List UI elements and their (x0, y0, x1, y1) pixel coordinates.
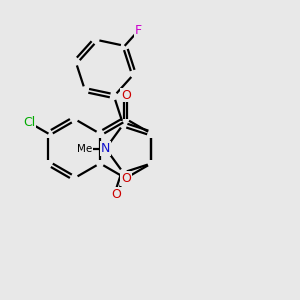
Text: O: O (111, 188, 121, 201)
Text: N: N (101, 142, 110, 155)
Text: Cl: Cl (23, 116, 35, 129)
Text: O: O (121, 88, 130, 101)
Text: Me: Me (77, 143, 92, 154)
Text: O: O (121, 172, 130, 185)
Text: F: F (135, 24, 142, 37)
